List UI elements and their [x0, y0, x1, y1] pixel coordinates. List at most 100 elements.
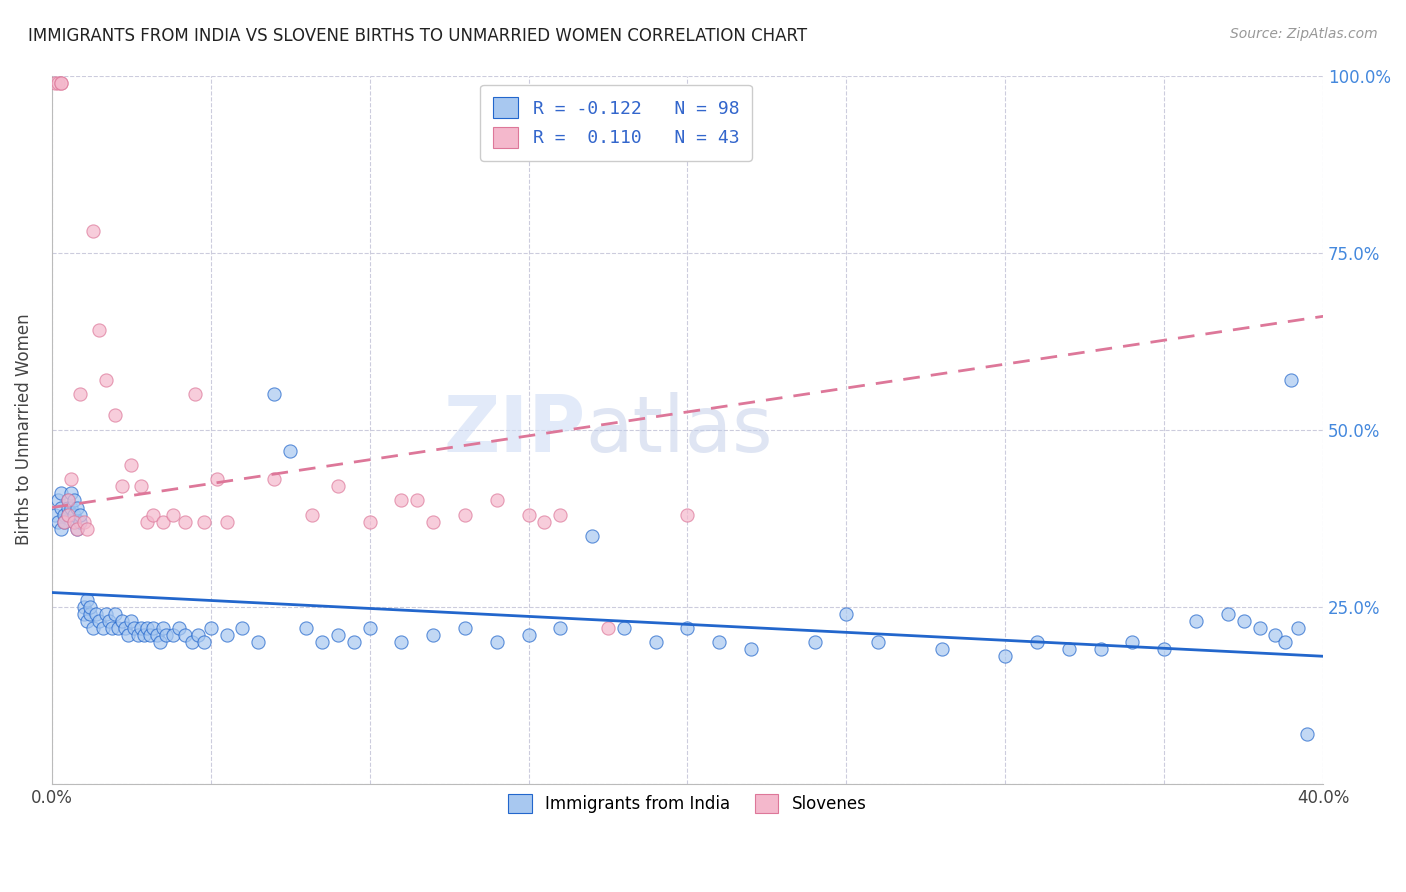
Point — [136, 621, 159, 635]
Point — [142, 621, 165, 635]
Y-axis label: Births to Unmarried Women: Births to Unmarried Women — [15, 314, 32, 545]
Point — [59, 472, 82, 486]
Point — [152, 515, 174, 529]
Point — [56, 508, 79, 522]
Point — [132, 628, 155, 642]
Point — [1249, 621, 1271, 635]
Point — [311, 635, 333, 649]
Point — [79, 599, 101, 614]
Point — [301, 508, 323, 522]
Point — [215, 628, 238, 642]
Point — [596, 621, 619, 635]
Point — [550, 508, 572, 522]
Point — [120, 458, 142, 472]
Point — [127, 628, 149, 642]
Point — [104, 409, 127, 423]
Point — [868, 635, 890, 649]
Point — [485, 635, 508, 649]
Point — [326, 628, 349, 642]
Point — [82, 224, 104, 238]
Point — [56, 493, 79, 508]
Point — [59, 500, 82, 515]
Text: atlas: atlas — [586, 392, 773, 467]
Point — [1279, 373, 1302, 387]
Point — [107, 621, 129, 635]
Point — [1153, 642, 1175, 657]
Point — [51, 500, 73, 515]
Point — [454, 508, 477, 522]
Point — [89, 323, 111, 337]
Point — [1286, 621, 1309, 635]
Point — [72, 607, 94, 621]
Point — [709, 635, 731, 649]
Point — [422, 515, 444, 529]
Point — [278, 443, 301, 458]
Point — [56, 508, 79, 522]
Point — [740, 642, 762, 657]
Point — [56, 500, 79, 515]
Point — [205, 472, 228, 486]
Point — [69, 387, 91, 401]
Point — [162, 508, 184, 522]
Point — [72, 515, 94, 529]
Point — [76, 522, 98, 536]
Point — [94, 373, 117, 387]
Point — [63, 508, 86, 522]
Point — [931, 642, 953, 657]
Point — [46, 515, 69, 529]
Point — [79, 607, 101, 621]
Point — [676, 508, 699, 522]
Point — [139, 628, 162, 642]
Point — [389, 635, 412, 649]
Point — [44, 76, 66, 90]
Point — [94, 607, 117, 621]
Point — [129, 621, 152, 635]
Point — [142, 508, 165, 522]
Point — [111, 479, 134, 493]
Point — [66, 522, 89, 536]
Point — [231, 621, 253, 635]
Point — [517, 628, 540, 642]
Point — [46, 76, 69, 90]
Point — [117, 628, 139, 642]
Point — [53, 515, 76, 529]
Point — [111, 614, 134, 628]
Point — [89, 614, 111, 628]
Point — [149, 635, 172, 649]
Point — [454, 621, 477, 635]
Point — [1185, 614, 1208, 628]
Point — [51, 486, 73, 500]
Point — [263, 472, 285, 486]
Point — [187, 628, 209, 642]
Point — [84, 607, 107, 621]
Point — [114, 621, 136, 635]
Point — [389, 493, 412, 508]
Point — [66, 522, 89, 536]
Point — [152, 621, 174, 635]
Text: Source: ZipAtlas.com: Source: ZipAtlas.com — [1230, 27, 1378, 41]
Point — [613, 621, 636, 635]
Point — [53, 515, 76, 529]
Point — [1233, 614, 1256, 628]
Point — [326, 479, 349, 493]
Point — [91, 621, 114, 635]
Point — [63, 515, 86, 529]
Legend: Immigrants from India, Slovenes: Immigrants from India, Slovenes — [496, 782, 879, 825]
Point — [1090, 642, 1112, 657]
Point — [129, 479, 152, 493]
Point — [193, 515, 215, 529]
Point — [46, 493, 69, 508]
Point — [167, 621, 190, 635]
Point — [184, 387, 207, 401]
Point — [104, 607, 127, 621]
Point — [69, 508, 91, 522]
Point — [1026, 635, 1049, 649]
Point — [193, 635, 215, 649]
Point — [550, 621, 572, 635]
Point — [53, 508, 76, 522]
Point — [76, 614, 98, 628]
Point — [51, 76, 73, 90]
Point — [63, 515, 86, 529]
Point — [1216, 607, 1239, 621]
Point — [56, 493, 79, 508]
